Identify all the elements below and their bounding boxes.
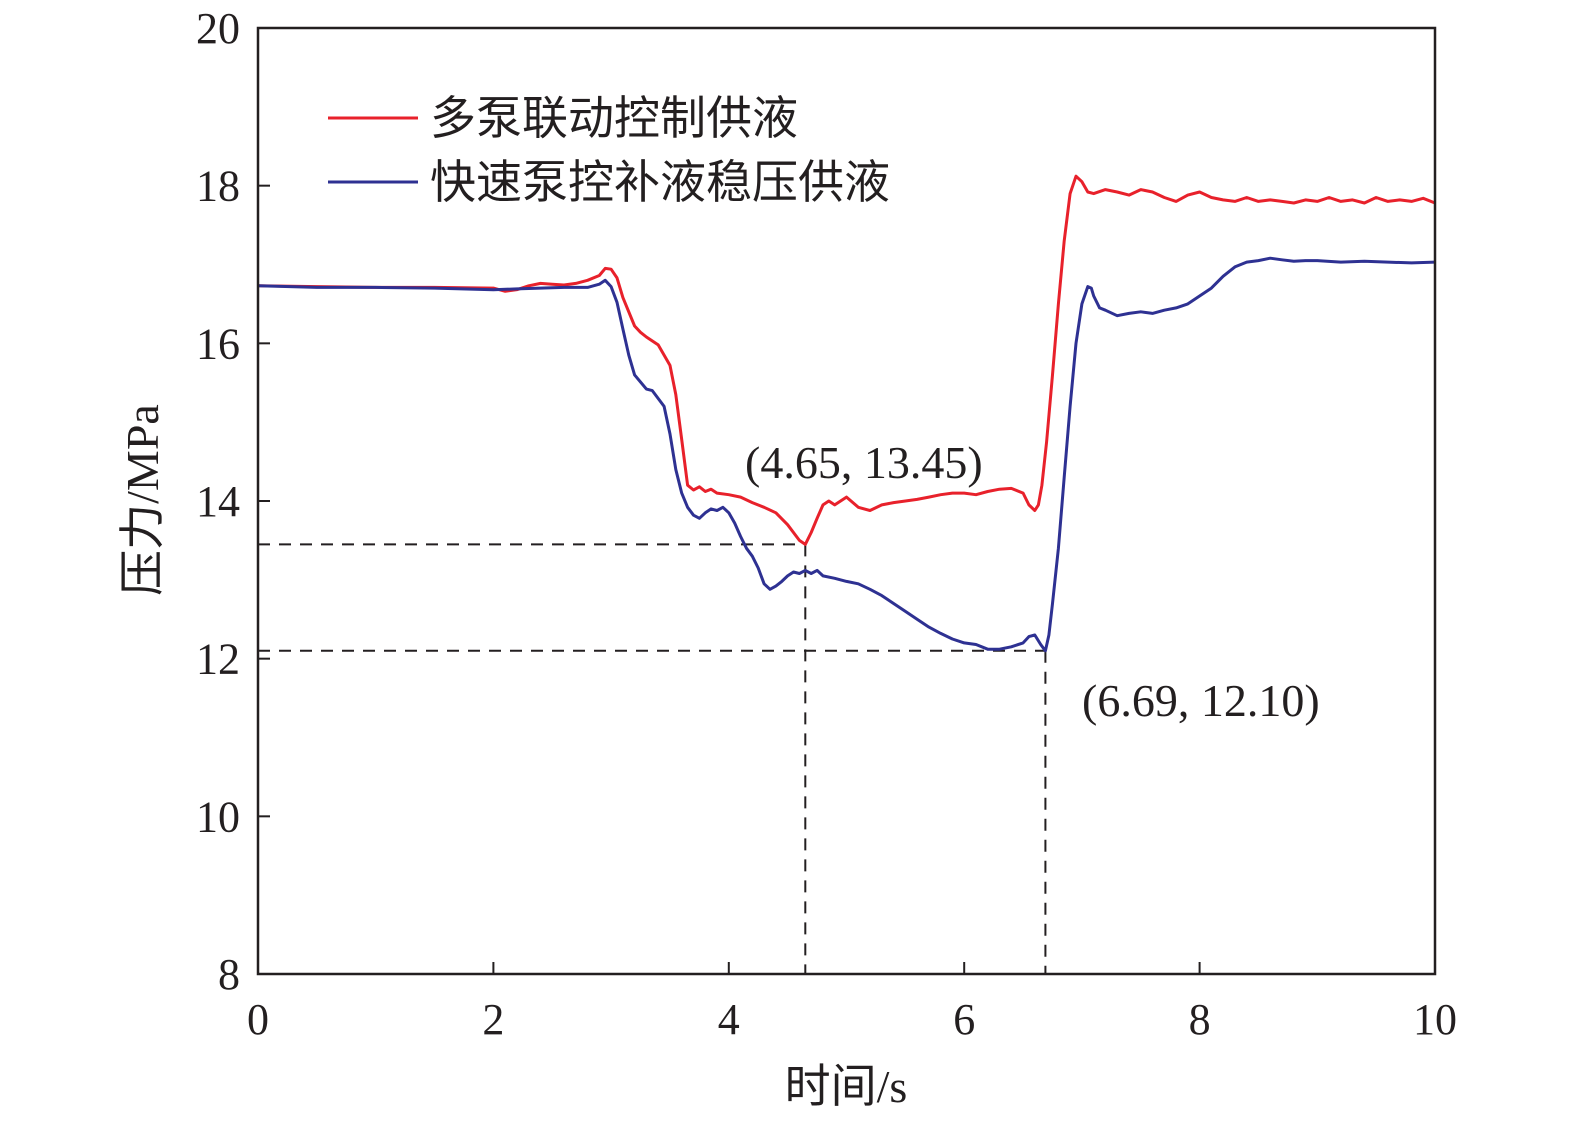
x-tick-label: 10 — [1413, 995, 1457, 1044]
y-tick-label: 16 — [196, 319, 240, 368]
y-axis-label: 压力/MPa — [117, 404, 168, 596]
annotation-min-point-series-2: (6.69, 12.10) — [1082, 675, 1320, 726]
x-tick-label: 4 — [718, 995, 740, 1044]
y-tick-label: 14 — [196, 477, 240, 526]
x-tick-label: 0 — [247, 995, 269, 1044]
series-line-1 — [257, 174, 1436, 546]
y-tick-label: 20 — [196, 4, 240, 53]
legend-label-series-1: 多泵联动控制供液 — [430, 93, 798, 144]
legend-label-series-2: 快速泵控补液稳压供液 — [430, 157, 890, 208]
y-tick-label: 12 — [196, 635, 240, 684]
x-tick-label: 8 — [1189, 995, 1211, 1044]
series-line-2 — [257, 256, 1436, 653]
guide-lines — [258, 543, 1047, 974]
y-tick-label: 8 — [218, 950, 240, 999]
legend: 多泵联动控制供液 快速泵控补液稳压供液 — [328, 93, 890, 208]
annotation-min-point-series-1: (4.65, 13.45) — [745, 437, 983, 488]
x-tick-label: 2 — [482, 995, 504, 1044]
axis-ticks: 0 2 4 6 8 10 8 10 12 14 16 18 20 — [196, 4, 1457, 1044]
x-tick-label: 6 — [953, 995, 975, 1044]
annotations: (4.65, 13.45) (6.69, 12.10) — [745, 437, 1320, 726]
x-axis-label: 时间/s — [785, 1061, 908, 1112]
y-tick-label: 18 — [196, 162, 240, 211]
y-tick-label: 10 — [196, 792, 240, 841]
series-layer — [257, 174, 1436, 653]
